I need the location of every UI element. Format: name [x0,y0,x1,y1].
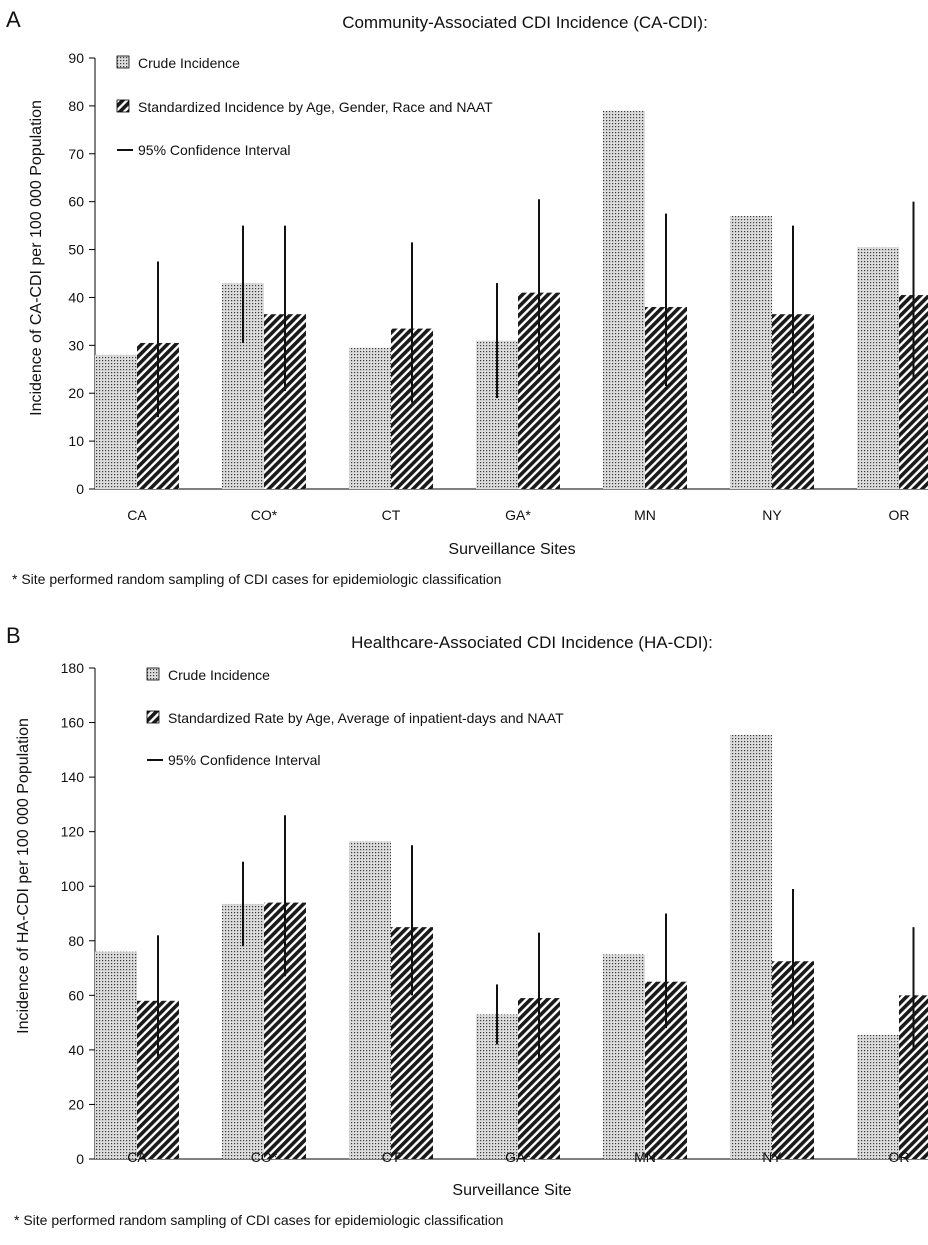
x-tick-label: GA* [505,507,531,523]
y-tick-label: 20 [68,1096,84,1112]
chart-title-b: Healthcare-Associated CDI Incidence (HA-… [351,633,713,652]
plot-area-b: 0 20 40 60 80 100 120 140 160 180 CA CO* CT GA* MN NY OR [61,660,928,1167]
y-tick-label: 60 [68,987,84,1003]
y-tick-label: 40 [68,1042,84,1058]
legend-b: Crude Incidence Standardized Rate by Age… [146,667,564,768]
legend-label-ci-a: 95% Confidence Interval [138,142,291,158]
x-tick-label: CO* [251,1149,278,1165]
crude-bar-ny [730,216,772,490]
x-tick-label: NY [762,1149,782,1165]
panel-a: A Community-Associated CDI Incidence (CA… [6,7,928,587]
y-tick-label: 140 [61,769,85,785]
x-tick-label: GA* [505,1149,531,1165]
legend-a: Crude Incidence Standardized Incidence b… [116,55,493,158]
legend-swatch-crude-b [146,667,160,681]
x-tick-label: CA [127,507,147,523]
x-tick-label: OR [889,507,910,523]
crude-bar-mn [603,954,645,1159]
y-tick-label: 90 [68,50,84,66]
x-tick-label: MN [634,507,656,523]
y-tick-label: 50 [68,242,84,258]
x-axis-title-a: Surveillance Sites [448,541,575,558]
plot-area-a: 0 10 20 30 40 50 60 70 80 90 CA CO* CT GA* MN NY OR [68,50,928,523]
y-tick-label: 100 [61,878,85,894]
panel-b: B Healthcare-Associated CDI Incidence (H… [6,623,928,1228]
legend-label-crude-a: Crude Incidence [138,55,240,71]
y-tick-label: 80 [68,98,84,114]
panel-letter-a: A [6,7,21,32]
y-tick-label: 10 [68,433,84,449]
legend-label-standardized-a: Standardized Incidence by Age, Gender, R… [138,99,493,115]
x-tick-label: CT [382,507,401,523]
crude-bar-ct [349,841,391,1159]
crude-bar-ny [730,734,772,1159]
y-tick-label: 160 [61,715,85,731]
legend-label-ci-b: 95% Confidence Interval [168,752,321,768]
x-tick-label: CO* [251,507,278,523]
crude-bar-ca [95,354,137,489]
y-tick-label: 120 [61,824,85,840]
y-axis-title-b: Incidence of HA-CDI per 100 000 Populati… [15,718,32,1034]
y-tick-label: 20 [68,385,84,401]
x-tick-label: CA [127,1149,147,1165]
y-tick-label: 60 [68,194,84,210]
y-tick-label: 80 [68,933,84,949]
crude-bar-mn [603,110,645,489]
x-tick-label: CT [382,1149,401,1165]
panel-letter-b: B [6,623,21,648]
y-tick-label: 0 [76,481,84,497]
x-tick-label: OR [889,1149,910,1165]
legend-label-standardized-b: Standardized Rate by Age, Average of inp… [168,710,564,726]
crude-bar-or [857,1034,899,1159]
x-tick-label: NY [762,507,782,523]
footnote-b: * Site performed random sampling of CDI … [14,1212,503,1228]
y-tick-label: 40 [68,289,84,305]
crude-bar-ca [95,951,137,1159]
crude-bar-or [857,247,899,489]
legend-swatch-standardized-b [146,710,160,724]
crude-bar-ct [349,347,391,489]
legend-swatch-standardized-a [116,99,130,113]
y-tick-label: 70 [68,146,84,162]
legend-label-crude-b: Crude Incidence [168,667,270,683]
x-tick-label: MN [634,1149,656,1165]
y-axis-title-a: Incidence of CA-CDI per 100 000 Populati… [28,100,45,416]
legend-swatch-crude-a [116,55,130,69]
y-tick-label: 30 [68,337,84,353]
y-tick-label: 0 [76,1151,84,1167]
x-axis-title-b: Surveillance Site [452,1182,571,1199]
crude-bar-co [222,903,264,1159]
chart-title-a: Community-Associated CDI Incidence (CA-C… [342,13,708,32]
y-tick-label: 180 [61,660,85,676]
footnote-a: * Site performed random sampling of CDI … [12,571,501,587]
